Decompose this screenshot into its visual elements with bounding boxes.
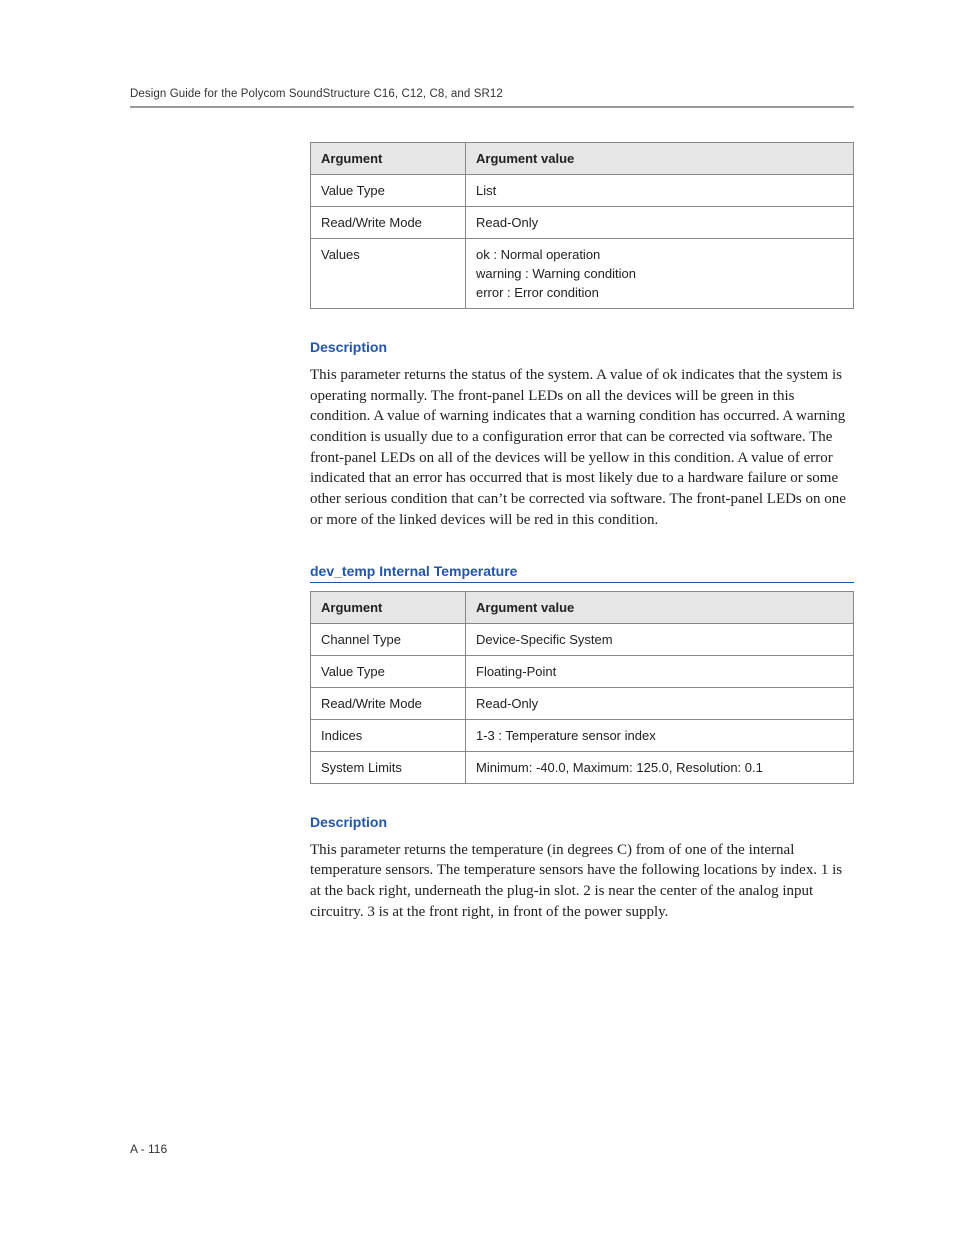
arg-name: Read/Write Mode xyxy=(311,687,466,719)
table-row: Read/Write Mode Read-Only xyxy=(311,207,854,239)
col-header-argument-value: Argument value xyxy=(466,143,854,175)
arg-value: Floating-Point xyxy=(466,655,854,687)
arg-value: 1-3 : Temperature sensor index xyxy=(466,719,854,751)
table-row: Value Type List xyxy=(311,175,854,207)
table-row: Read/Write Mode Read-Only xyxy=(311,687,854,719)
page-number: A - 116 xyxy=(130,1142,854,1156)
table-row: Channel Type Device-Specific System xyxy=(311,623,854,655)
arg-name: Values xyxy=(311,239,466,309)
description-heading: Description xyxy=(310,339,854,355)
header-rule xyxy=(130,106,854,108)
table-header-row: Argument Argument value xyxy=(311,143,854,175)
arg-value: Device-Specific System xyxy=(466,623,854,655)
arg-value: ok : Normal operation warning : Warning … xyxy=(466,239,854,309)
table-row: System Limits Minimum: -40.0, Maximum: 1… xyxy=(311,751,854,783)
description-body: This parameter returns the temperature (… xyxy=(310,840,854,923)
description-body: This parameter returns the status of the… xyxy=(310,365,854,531)
parameter-heading: dev_temp Internal Temperature xyxy=(310,563,854,583)
value-list-item: ok : Normal operation xyxy=(476,247,843,262)
arg-value: Read-Only xyxy=(466,687,854,719)
running-header: Design Guide for the Polycom SoundStruct… xyxy=(130,88,854,100)
argument-table-1: Argument Argument value Value Type List … xyxy=(310,142,854,309)
arg-name: Channel Type xyxy=(311,623,466,655)
arg-name: Value Type xyxy=(311,175,466,207)
table-row: Value Type Floating-Point xyxy=(311,655,854,687)
arg-value: Minimum: -40.0, Maximum: 125.0, Resoluti… xyxy=(466,751,854,783)
value-list-item: error : Error condition xyxy=(476,285,843,300)
description-heading: Description xyxy=(310,814,854,830)
col-header-argument: Argument xyxy=(311,143,466,175)
arg-name: Read/Write Mode xyxy=(311,207,466,239)
arg-name: Indices xyxy=(311,719,466,751)
arg-name: System Limits xyxy=(311,751,466,783)
table-row: Values ok : Normal operation warning : W… xyxy=(311,239,854,309)
arg-value: Read-Only xyxy=(466,207,854,239)
table-header-row: Argument Argument value xyxy=(311,591,854,623)
value-list-item: warning : Warning condition xyxy=(476,266,843,281)
col-header-argument-value: Argument value xyxy=(466,591,854,623)
argument-table-2: Argument Argument value Channel Type Dev… xyxy=(310,591,854,784)
col-header-argument: Argument xyxy=(311,591,466,623)
arg-value: List xyxy=(466,175,854,207)
table-row: Indices 1-3 : Temperature sensor index xyxy=(311,719,854,751)
arg-name: Value Type xyxy=(311,655,466,687)
